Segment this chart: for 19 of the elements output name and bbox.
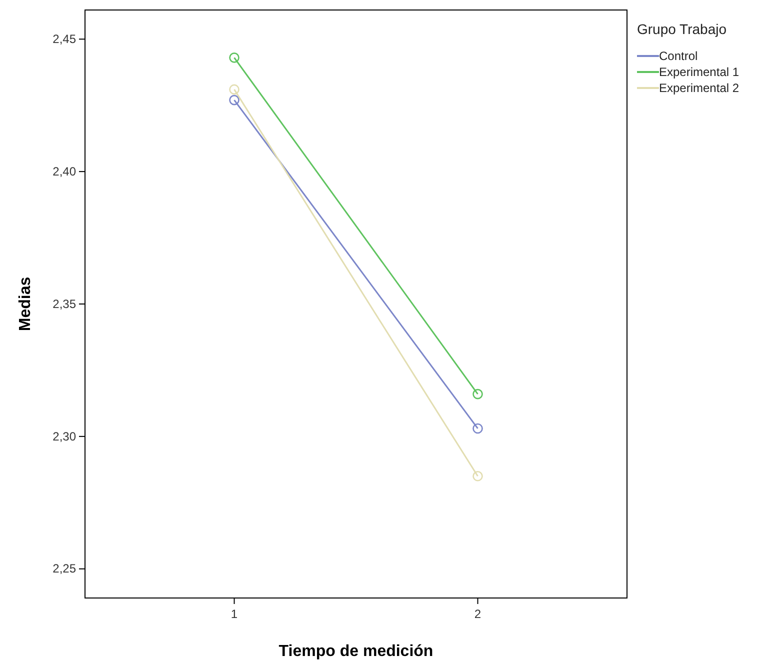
point — [472, 388, 483, 400]
y-tick-label: 2,45 — [52, 32, 76, 46]
x-axis-title: Tiempo de medición — [278, 643, 434, 660]
legend-title: Grupo Trabajo — [637, 21, 727, 37]
point — [229, 84, 240, 95]
y-tick-label: 2,25 — [52, 562, 76, 576]
point — [472, 423, 483, 434]
x-tick-label: 2 — [474, 607, 482, 621]
y-axis-title: Medias — [17, 276, 34, 332]
point — [229, 52, 240, 63]
legend-label: Experimental 2 — [659, 81, 740, 95]
y-tick-label: 2,35 — [52, 296, 76, 311]
point — [229, 94, 240, 106]
y-tick-label: 2,40 — [52, 164, 76, 178]
point — [472, 471, 483, 482]
legend-label: Experimental 1 — [659, 65, 740, 79]
y-tick-label: 2,30 — [52, 429, 76, 444]
legend-label: Control — [659, 49, 698, 63]
x-tick-label: 1 — [230, 607, 238, 621]
